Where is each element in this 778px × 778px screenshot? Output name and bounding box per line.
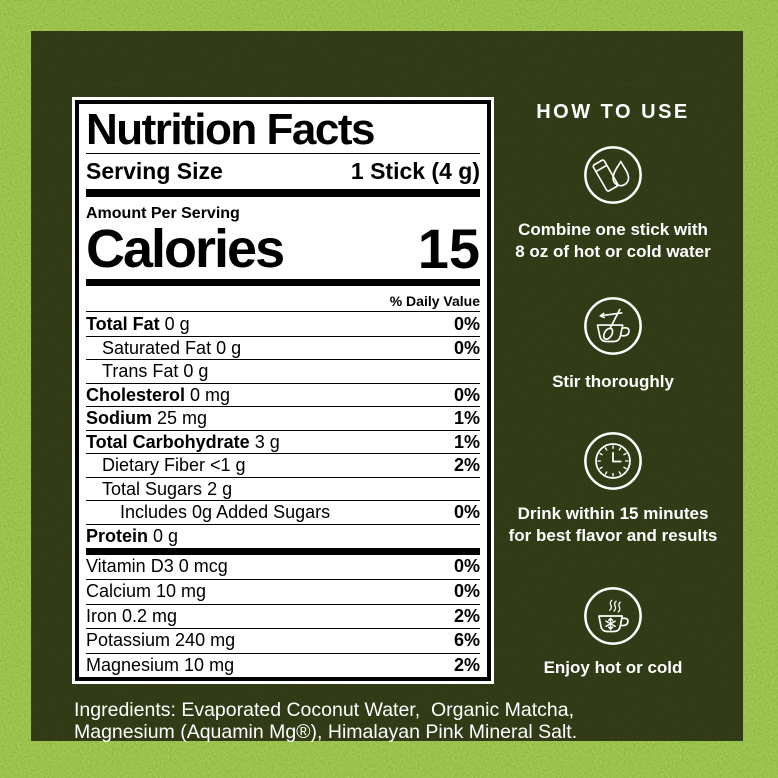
row-added-sugars: Includes 0g Added Sugars 0%	[86, 500, 480, 524]
step-drink-text: Drink within 15 minutes for best flavor …	[508, 504, 718, 545]
step-stir-text: Stir thoroughly	[552, 372, 674, 391]
how-to-use-section: HOW TO USE Combine one stick with 8 oz o…	[506, 95, 720, 705]
ingredients-line-2: Magnesium (Aquamin Mg®), Himalayan Pink …	[74, 720, 578, 743]
stick-and-water-icon	[582, 144, 644, 206]
nutrition-facts-title: Nutrition Facts	[86, 105, 375, 154]
row-total-carbohydrate: Total Carbohydrate 3 g 1%	[86, 429, 480, 452]
serving-size-label: Serving Size	[86, 158, 223, 185]
dark-green-background: Nutrition Facts Serving Size 1 Stick (4 …	[31, 31, 743, 743]
row-total-fat: Total Fat 0 g 0%	[86, 313, 480, 334]
thick-divider	[86, 189, 480, 198]
hot-cold-cup-icon	[582, 585, 644, 647]
ingredients-text: Ingredients: Evaporated Coconut Water, O…	[74, 699, 578, 743]
clock-icon	[582, 430, 644, 492]
row-dietary-fiber: Dietary Fiber <1 g 2%	[86, 453, 480, 477]
row-total-sugars: Total Sugars 2 g	[86, 476, 480, 501]
stir-cup-icon	[582, 295, 644, 357]
micronutrients-section: Vitamin D3 0 mcg 0% Calcium 10 mg 0% Iron 0…	[86, 555, 480, 678]
calories-row: Calories 15	[86, 217, 480, 281]
how-to-use-heading: HOW TO USE	[536, 101, 690, 123]
row-sodium: Sodium 25 mg 1%	[86, 406, 480, 429]
nutrition-facts-border: Nutrition Facts Serving Size 1 Stick (4 …	[75, 100, 491, 681]
thick-divider	[86, 279, 480, 287]
serving-size-value: 1 Stick (4 g)	[350, 158, 480, 185]
row-saturated-fat: Saturated Fat 0 g 0%	[86, 335, 480, 360]
calories-label: Calories	[86, 219, 285, 280]
row-vitamin-d3: Vitamin D3 0 mcg 0%	[86, 556, 480, 577]
thick-divider	[86, 547, 480, 555]
row-magnesium: Magnesium 10 mg 2%	[86, 652, 480, 678]
daily-value-header: % Daily Value	[86, 291, 480, 313]
row-cholesterol: Cholesterol 0 mg 0%	[86, 382, 480, 405]
row-potassium: Potassium 240 mg 6%	[86, 628, 480, 653]
step-enjoy-text: Enjoy hot or cold	[543, 658, 683, 677]
step-combine-text: Combine one stick with 8 oz of hot or co…	[515, 220, 711, 261]
row-calcium: Calcium 10 mg 0%	[86, 579, 480, 604]
row-trans-fat: Trans Fat 0 g	[86, 359, 480, 383]
serving-size-row: Serving Size 1 Stick (4 g)	[86, 154, 480, 189]
row-protein: Protein 0 g	[86, 524, 480, 548]
amount-per-serving-label: Amount Per Serving	[86, 205, 240, 223]
nutrition-facts-panel: Nutrition Facts Serving Size 1 Stick (4 …	[72, 97, 494, 684]
row-iron: Iron 0.2 mg 2%	[86, 603, 480, 629]
calories-value: 15	[417, 217, 480, 281]
ingredients-line-1: Ingredients: Evaporated Coconut Water, O…	[74, 699, 575, 721]
divider	[86, 153, 480, 154]
